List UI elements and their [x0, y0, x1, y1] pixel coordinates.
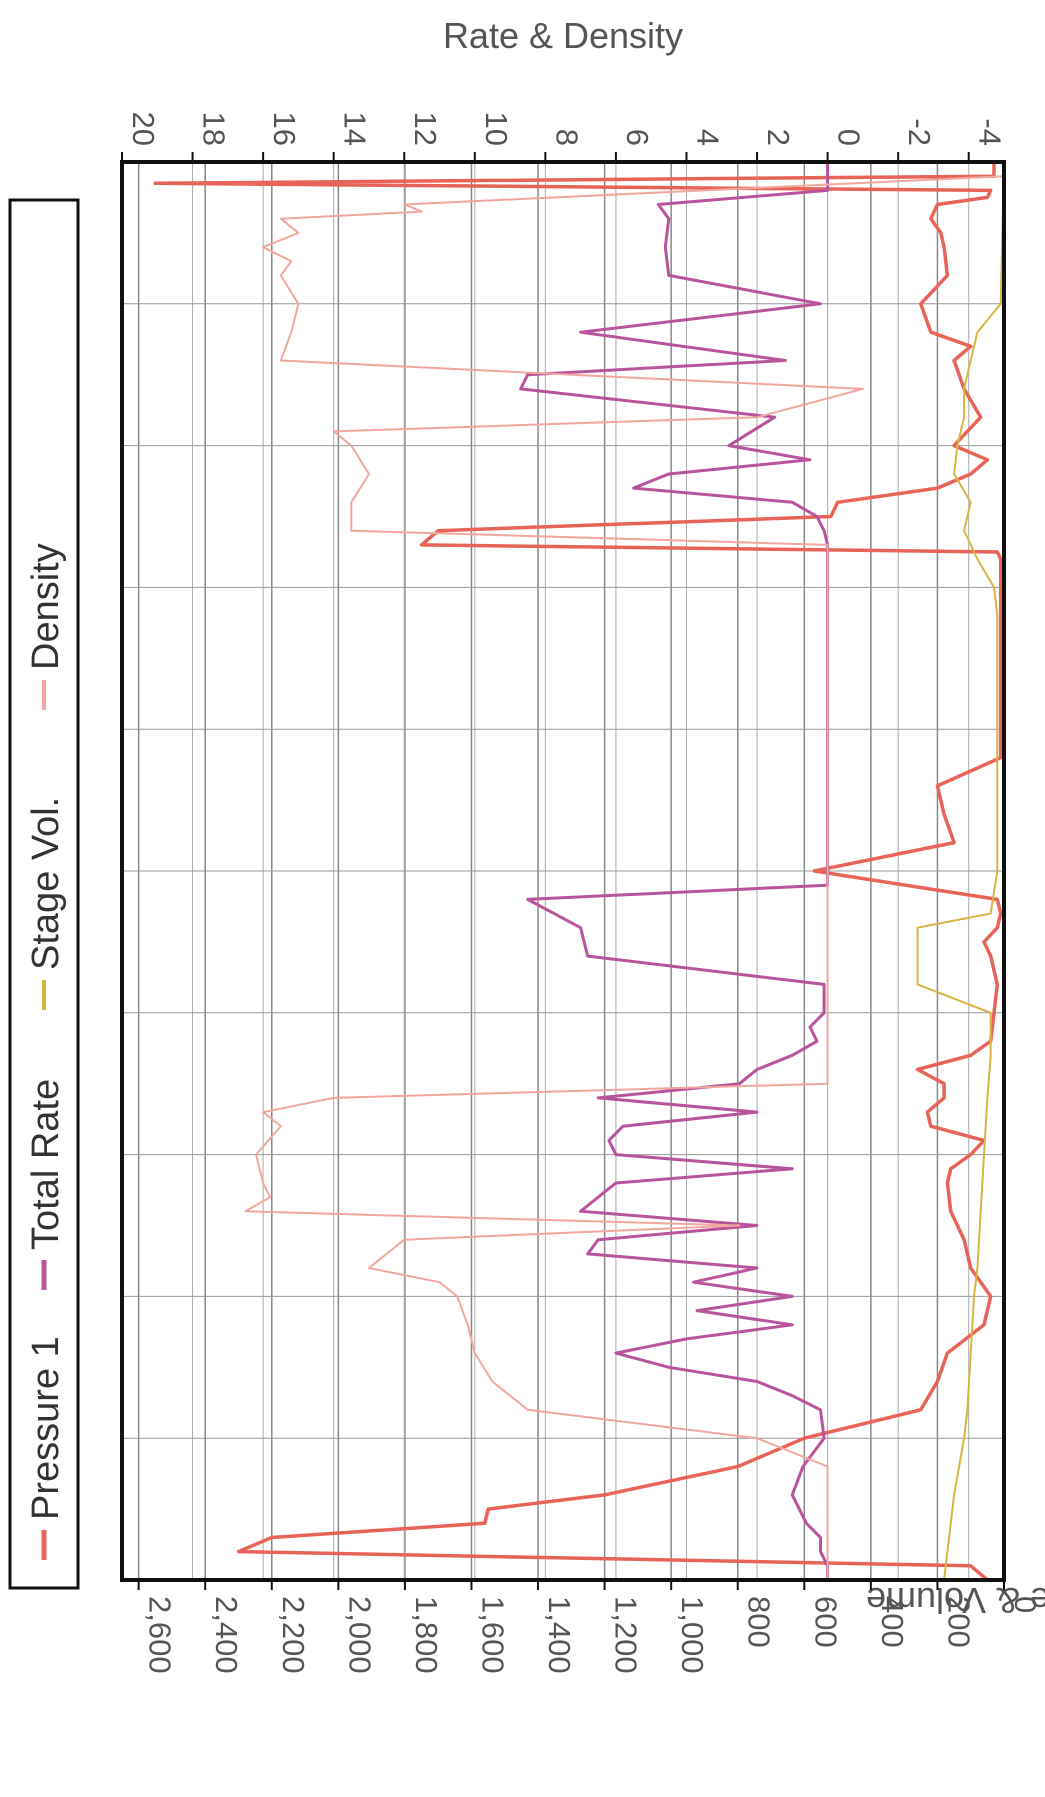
- left-tick-label-3: 600: [808, 1596, 843, 1648]
- legend-label-density: Density: [25, 543, 67, 670]
- left-tick-label-6: 1,200: [609, 1596, 644, 1674]
- left-tick-label-2: 400: [875, 1596, 910, 1648]
- series-line-total-rate: [519, 162, 830, 1580]
- series-line-density: [244, 162, 1005, 1580]
- left-axis-ticks: 0 200 400 600 800 1,000 1,200 1,400 1,600 1,800 2,…: [137, 1580, 1043, 1674]
- legend-entry-stage-vol: Stage Vol.: [25, 797, 67, 1010]
- left-tick-label-13: 2,600: [143, 1596, 178, 1674]
- right-tick-label-5: 6: [620, 129, 655, 146]
- left-tick-label-0: 0: [1008, 1596, 1043, 1613]
- left-tick-label-5: 1,000: [675, 1596, 710, 1674]
- legend-entry-density: Density: [25, 543, 67, 710]
- right-tick-label-1: -2: [902, 118, 937, 146]
- left-tick-label-12: 2,400: [209, 1596, 244, 1674]
- left-tick-label-8: 1,600: [475, 1596, 510, 1674]
- right-tick-label-11: 18: [197, 112, 232, 146]
- right-axis-title: Rate & Density: [443, 15, 683, 56]
- left-tick-label-4: 800: [742, 1596, 777, 1648]
- series-line-stage-vol: [916, 161, 1005, 1581]
- legend-entry-pressure: Pressure 1: [25, 1336, 67, 1560]
- series-line-pressure-1: [153, 162, 1003, 1582]
- right-tick-label-8: 12: [408, 112, 443, 146]
- right-tick-label-9: 14: [338, 112, 373, 146]
- right-tick-label-10: 16: [267, 112, 302, 146]
- right-tick-label-12: 20: [126, 112, 161, 146]
- right-tick-label-7: 10: [479, 112, 514, 146]
- legend-label-pressure: Pressure 1: [25, 1336, 67, 1520]
- right-tick-label-0: -4: [973, 118, 1008, 146]
- legend: Pressure 1 Total Rate Stage Vol. Density: [8, 198, 80, 1590]
- left-tick-label-1: 200: [941, 1596, 976, 1648]
- right-tick-label-6: 8: [549, 129, 584, 146]
- right-tick-label-2: 0: [832, 129, 867, 146]
- left-axis-title: Pressure & Volume: [866, 1580, 1045, 1621]
- gridlines: [121, 162, 1005, 1580]
- right-tick-label-3: 2: [761, 129, 796, 146]
- plot-border: [120, 160, 1006, 1582]
- right-axis-ticks: -4 -2 0 2 4 6 8 10 12 14 16 18 20: [121, 112, 1008, 162]
- right-tick-label-4: 4: [690, 129, 725, 146]
- left-tick-label-11: 2,200: [276, 1596, 311, 1674]
- left-tick-label-7: 1,400: [542, 1596, 577, 1674]
- left-tick-label-9: 1,800: [409, 1596, 444, 1674]
- legend-entry-total-rate: Total Rate: [25, 1079, 67, 1290]
- left-tick-label-10: 2,000: [342, 1596, 377, 1674]
- legend-label-total-rate: Total Rate: [25, 1079, 67, 1250]
- series-lines: [153, 161, 1005, 1582]
- legend-box: [8, 198, 80, 1590]
- legend-label-stage-vol: Stage Vol.: [25, 797, 67, 970]
